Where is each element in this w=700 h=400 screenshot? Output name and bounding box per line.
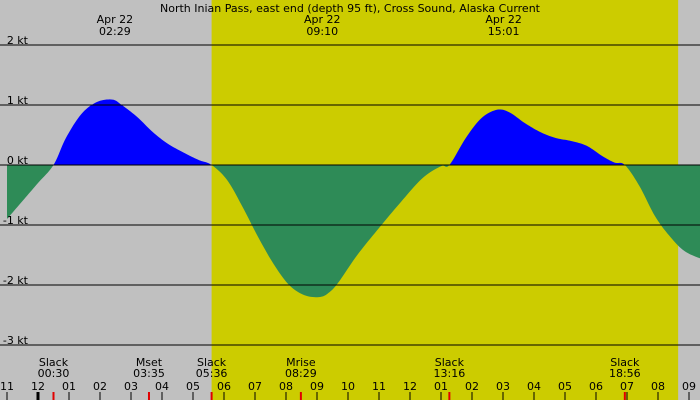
top-label-time: 02:29 xyxy=(99,25,131,38)
x-tick-label: 06 xyxy=(589,380,603,393)
event-label: Slack xyxy=(197,356,227,369)
x-tick-label: 09 xyxy=(310,380,324,393)
ebb-area xyxy=(7,165,700,298)
x-tick-label: 06 xyxy=(217,380,231,393)
x-axis: 11 12 01 02 03 04 05 06 07 08 09 10 11 12 01 02 03 04 05 06… xyxy=(0,380,696,400)
x-tick-label: 05 xyxy=(186,380,200,393)
x-tick-label: 03 xyxy=(124,380,138,393)
x-tick-label: 07 xyxy=(248,380,262,393)
event-time: 05:36 xyxy=(196,367,228,380)
x-tick-label: 12 xyxy=(403,380,417,393)
top-label-date: Apr 22 xyxy=(485,13,522,26)
x-tick-label: 09 xyxy=(682,380,696,393)
event-time: 08:29 xyxy=(285,367,317,380)
x-tick-label: 10 xyxy=(341,380,355,393)
event-time: 00:30 xyxy=(38,367,70,380)
y-tick-label: 1 kt xyxy=(7,94,29,107)
event-label: Mrise xyxy=(286,356,316,369)
x-tick-label: 08 xyxy=(651,380,665,393)
y-tick-label: 0 kt xyxy=(7,154,29,167)
x-tick-label: 11 xyxy=(372,380,386,393)
event-time: 13:16 xyxy=(434,367,466,380)
top-label-date: Apr 22 xyxy=(304,13,341,26)
event-time: 18:56 xyxy=(609,367,641,380)
x-tick-label: 04 xyxy=(155,380,169,393)
x-tick-label: 07 xyxy=(620,380,634,393)
event-label: Slack xyxy=(610,356,640,369)
x-tick-label: 04 xyxy=(527,380,541,393)
top-label-time: 15:01 xyxy=(488,25,520,38)
y-tick-labels: 2 kt 1 kt 0 kt -1 kt -2 kt -3 kt xyxy=(3,34,29,347)
x-tick-label: 11 xyxy=(0,380,14,393)
x-tick-label: 02 xyxy=(465,380,479,393)
x-tick-label: 12 xyxy=(31,380,45,393)
x-tick-label: 01 xyxy=(62,380,76,393)
x-tick-label: 02 xyxy=(93,380,107,393)
top-label-time: 09:10 xyxy=(306,25,338,38)
x-tick-label: 01 xyxy=(434,380,448,393)
top-label-date: Apr 22 xyxy=(97,13,134,26)
x-tick-label: 05 xyxy=(558,380,572,393)
current-areas xyxy=(7,99,700,298)
y-tick-label: 2 kt xyxy=(7,34,29,47)
y-tick-label: -1 kt xyxy=(3,214,29,227)
y-tick-label: -3 kt xyxy=(3,334,29,347)
event-time: 03:35 xyxy=(133,367,165,380)
y-tick-label: -2 kt xyxy=(3,274,29,287)
event-label: Slack xyxy=(39,356,69,369)
x-tick-label: 08 xyxy=(279,380,293,393)
x-tick-label: 03 xyxy=(496,380,510,393)
flood-area xyxy=(7,99,700,165)
y-gridlines xyxy=(0,44,700,346)
chart-title: North Inian Pass, east end (depth 95 ft)… xyxy=(160,2,541,15)
event-labels: Slack00:30Mset03:35Slack05:36Mrise08:29S… xyxy=(38,356,641,400)
event-label: Mset xyxy=(136,356,163,369)
event-label: Slack xyxy=(435,356,465,369)
